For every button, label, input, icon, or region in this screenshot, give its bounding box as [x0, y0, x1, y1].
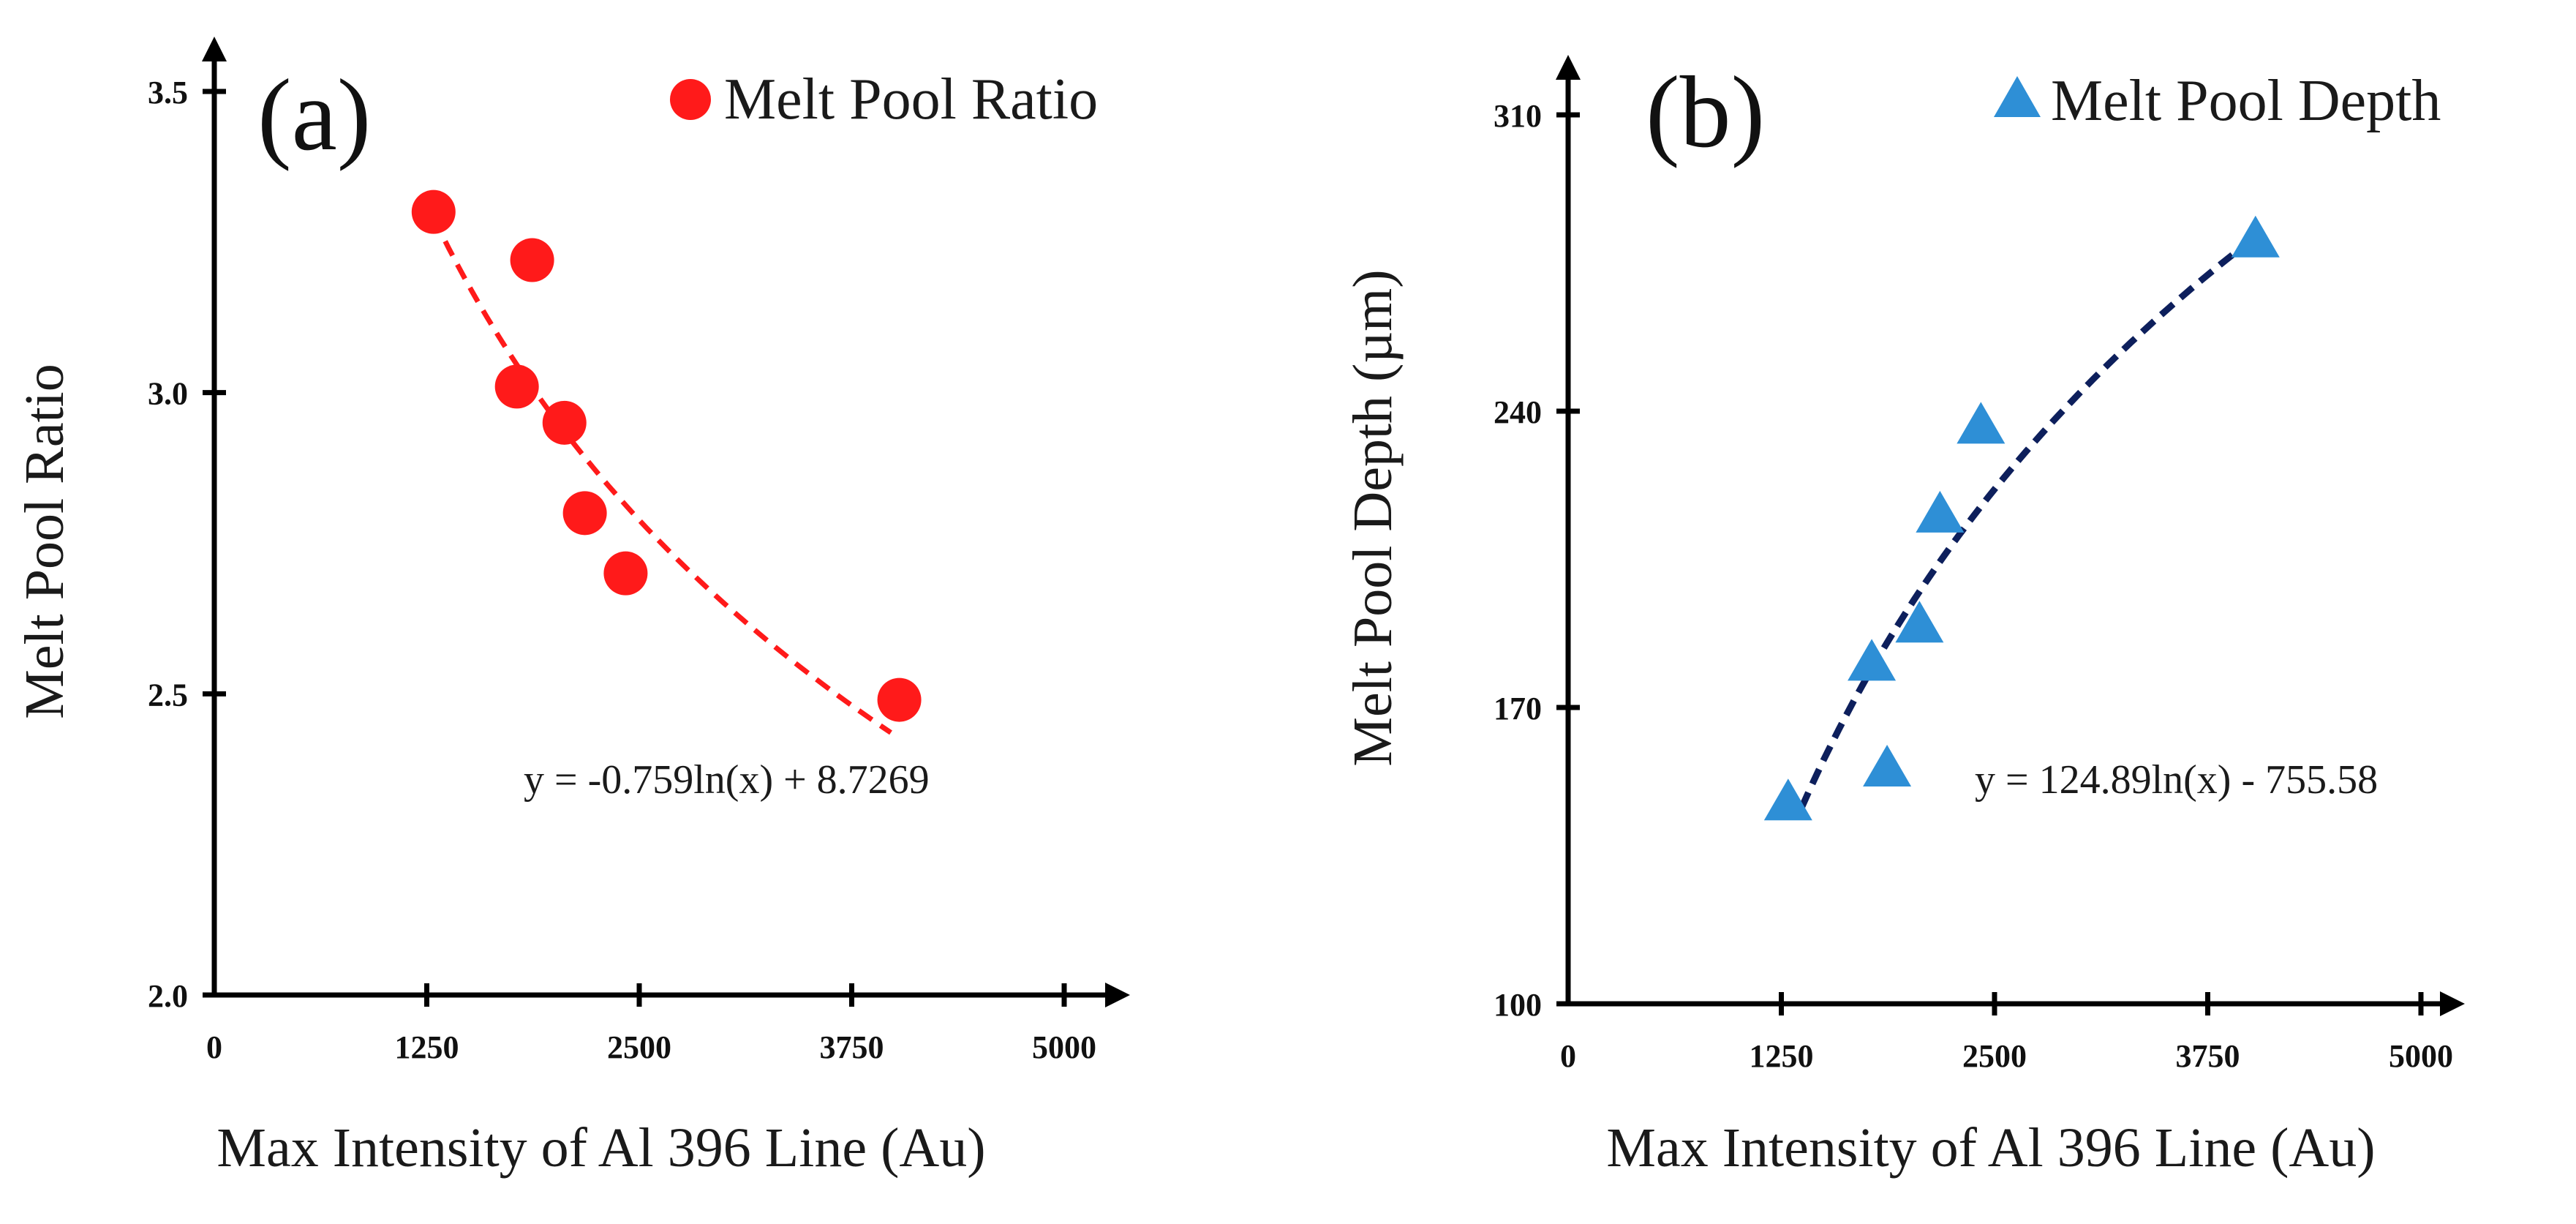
panel-b-y-axis-arrow — [1556, 55, 1581, 80]
panel-b-y-tick-label: 240 — [1494, 394, 1542, 430]
panel-a-y-tick-label: 3.5 — [148, 75, 188, 110]
panel-a-y-tick-label: 2.5 — [148, 677, 188, 713]
panel-b-x-ticks: 0 1250 2500 3750 5000 — [1560, 992, 2453, 1074]
panel-b-chart: 0 1250 2500 3750 5000 100 170 240 310 (b) Melt … — [1342, 55, 2465, 1179]
panel-b-x-tick-label: 1250 — [1750, 1038, 1814, 1074]
panel-a-x-axis-title: Max Intensity of Al 396 Line (Au) — [216, 1117, 985, 1179]
panel-b-y-ticks: 100 170 240 310 — [1494, 98, 1580, 1023]
panel-b-data-point — [1895, 601, 1944, 643]
panel-a-y-tick-label: 2.0 — [148, 978, 188, 1014]
panel-b-data-point — [1848, 639, 1897, 681]
panel-a-points — [411, 189, 922, 722]
panel-b-y-tick-label: 170 — [1494, 691, 1542, 726]
panel-a-label: (a) — [257, 59, 371, 172]
panel-b-plot-area: 0 1250 2500 3750 5000 100 170 240 310 — [1494, 55, 2465, 1074]
panel-a-chart: 0 1250 2500 3750 5000 2.0 2.5 3.0 3.5 (a) Melt … — [14, 37, 1130, 1179]
panel-a-data-point — [603, 551, 648, 596]
panel-b-y-tick-label: 310 — [1494, 98, 1542, 134]
panel-b-x-tick-label: 2500 — [1962, 1038, 2027, 1074]
panel-a-y-axis-arrow — [202, 37, 227, 61]
panel-b-x-tick-label: 3750 — [2176, 1038, 2240, 1074]
panel-a-data-point — [877, 677, 922, 722]
panel-a-trend-equation: y = -0.759ln(x) + 8.7269 — [524, 757, 930, 803]
panel-b-trend-equation: y = 124.89ln(x) - 755.58 — [1975, 757, 2378, 803]
panel-b-x-tick-label: 0 — [1560, 1038, 1576, 1074]
panel-b-x-axis-title: Max Intensity of Al 396 Line (Au) — [1606, 1117, 2375, 1179]
panel-b-trendline — [1799, 238, 2253, 809]
panel-a-legend-marker — [670, 79, 711, 120]
panel-b-legend: Melt Pool Depth — [1994, 69, 2441, 133]
panel-b-y-tick-label: 100 — [1494, 987, 1542, 1023]
panel-a-x-ticks: 0 1250 2500 3750 5000 — [206, 983, 1096, 1065]
panel-a-data-point — [562, 491, 607, 536]
panel-a-data-point — [542, 400, 587, 445]
panel-a-x-tick-label: 2500 — [607, 1029, 671, 1065]
panel-b-label: (b) — [1646, 56, 1765, 169]
panel-a-legend-label: Melt Pool Ratio — [724, 67, 1098, 132]
panel-a-plot-area: 0 1250 2500 3750 5000 2.0 2.5 3.0 3.5 — [148, 37, 1130, 1065]
panel-b-points — [1763, 215, 2280, 821]
panel-a-x-tick-label: 0 — [206, 1029, 222, 1065]
panel-a-x-axis-arrow — [1105, 983, 1130, 1007]
panel-a-data-point — [510, 238, 554, 282]
panel-b-data-point — [1863, 745, 1912, 786]
panel-a-y-axis-title: Melt Pool Ratio — [14, 364, 75, 719]
panel-a-x-tick-label: 1250 — [395, 1029, 459, 1065]
panel-b-legend-label: Melt Pool Depth — [2051, 69, 2441, 133]
panel-b-data-point — [1763, 778, 1812, 821]
panel-b-data-point — [1957, 402, 2006, 444]
panel-a-legend: Melt Pool Ratio — [670, 67, 1098, 132]
panel-a-x-tick-label: 5000 — [1032, 1029, 1096, 1065]
panel-b-x-axis-arrow — [2440, 991, 2465, 1016]
panel-a-x-tick-label: 3750 — [820, 1029, 884, 1065]
panel-b-x-tick-label: 5000 — [2389, 1038, 2453, 1074]
panel-b-data-point — [2231, 215, 2280, 258]
panel-b-legend-marker — [1994, 76, 2041, 117]
panel-b-y-axis-title: Melt Pool Depth (µm) — [1342, 269, 1404, 766]
panel-a-data-point — [494, 364, 539, 409]
panel-a-data-point — [411, 189, 456, 234]
panel-a-trendline — [431, 216, 892, 735]
panel-a-y-ticks: 2.0 2.5 3.0 3.5 — [148, 75, 226, 1014]
panel-a-y-tick-label: 3.0 — [148, 376, 188, 412]
panel-b-data-point — [1916, 490, 1965, 533]
